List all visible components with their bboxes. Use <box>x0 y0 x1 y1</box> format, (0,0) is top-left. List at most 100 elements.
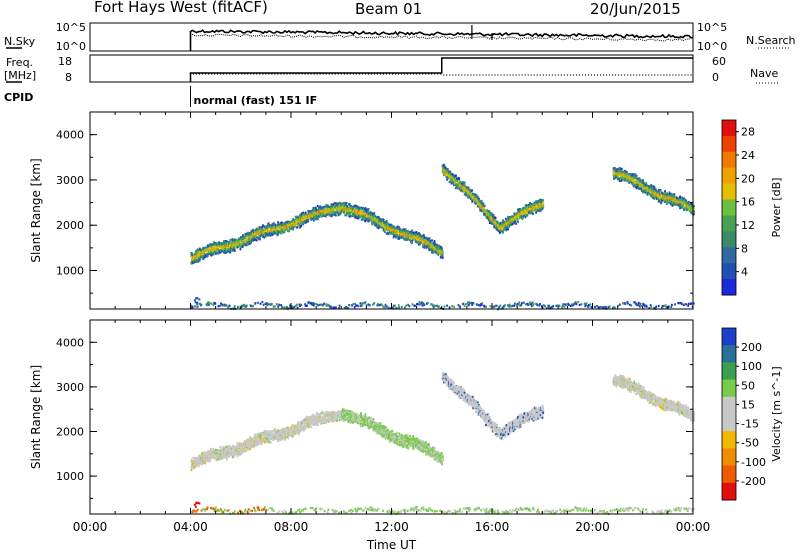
range-cell <box>382 305 384 308</box>
colorbar-swatch <box>722 199 736 216</box>
range-cell <box>632 182 634 185</box>
range-cell <box>367 210 369 213</box>
range-cell <box>199 460 202 463</box>
nsky-trace <box>189 29 694 51</box>
range-cell <box>400 305 403 309</box>
range-cell <box>351 205 354 209</box>
range-cell <box>448 173 451 176</box>
range-cell <box>217 246 220 249</box>
range-cell <box>437 253 440 256</box>
range-cell <box>622 170 625 173</box>
range-cell <box>636 177 639 180</box>
range-cell <box>254 302 257 305</box>
range-cell <box>441 255 444 258</box>
range-cell <box>305 220 308 223</box>
range-cell <box>524 212 526 215</box>
range-cell <box>377 226 380 230</box>
range-cell <box>496 220 499 223</box>
range-cell <box>662 195 665 198</box>
range-cell <box>195 464 198 467</box>
range-cell <box>508 225 511 228</box>
range-cell <box>511 222 514 225</box>
range-cell <box>276 230 279 233</box>
range-cell <box>469 192 472 195</box>
range-cell <box>635 187 638 190</box>
range-cell <box>252 239 255 242</box>
range-cell <box>304 213 307 216</box>
range-cell <box>490 222 493 225</box>
range-cell <box>431 303 434 306</box>
range-cell <box>402 232 404 235</box>
range-cell <box>427 243 430 246</box>
range-cell <box>368 213 371 216</box>
range-cell <box>201 248 204 252</box>
range-cell <box>211 253 213 256</box>
range-cell <box>267 222 270 225</box>
range-cell <box>483 305 486 308</box>
range-cell <box>272 228 274 231</box>
range-cell <box>261 300 264 304</box>
range-cell <box>198 459 200 462</box>
range-cell <box>462 183 465 186</box>
range-cell <box>641 181 644 184</box>
range-cell <box>651 192 654 196</box>
nave-tick-high: 60 <box>712 55 726 68</box>
range-cell <box>511 215 514 218</box>
range-cell <box>404 233 406 236</box>
range-cell <box>216 451 219 454</box>
range-cell <box>485 216 488 219</box>
noise-panel <box>89 22 694 52</box>
range-cell <box>433 240 436 243</box>
range-cell <box>468 188 471 191</box>
range-cell <box>438 244 440 247</box>
range-cell <box>382 219 385 222</box>
range-cell <box>394 235 397 238</box>
range-cell <box>292 228 295 231</box>
range-cell <box>206 248 208 252</box>
range-cell <box>660 201 663 204</box>
range-cell <box>210 448 212 451</box>
range-cell <box>433 242 435 246</box>
range-cell <box>472 194 475 197</box>
range-cell <box>398 306 401 309</box>
range-cell <box>541 207 544 210</box>
range-cell <box>247 231 249 234</box>
range-cell <box>495 304 498 307</box>
range-cell <box>396 225 399 228</box>
range-cell <box>229 251 232 254</box>
range-cell <box>296 303 298 306</box>
range-cell <box>686 205 688 208</box>
range-cell <box>298 223 301 226</box>
range-cell <box>526 211 529 214</box>
range-cell <box>213 249 215 252</box>
range-cell <box>274 305 276 308</box>
range-cell <box>469 302 472 305</box>
range-cell <box>404 228 407 231</box>
freq-panel <box>89 54 694 83</box>
range-cell <box>679 302 681 305</box>
range-cell <box>471 303 474 306</box>
range-cell <box>202 255 205 258</box>
range-cell <box>467 186 470 189</box>
colorbar-swatch <box>722 120 736 137</box>
range-cell <box>254 238 257 241</box>
range-cell <box>333 306 335 309</box>
colorbar-swatch <box>722 215 736 232</box>
range-cell <box>532 212 534 216</box>
range-cell <box>233 305 236 308</box>
range-cell <box>673 193 676 196</box>
range-cell <box>568 303 570 306</box>
range-cell <box>314 206 317 209</box>
range-cell <box>196 254 199 257</box>
range-cell <box>209 459 212 462</box>
range-cell <box>646 193 649 196</box>
range-cell <box>448 180 451 183</box>
range-cell <box>203 246 206 250</box>
range-cell <box>248 232 251 235</box>
range-cell <box>335 211 337 214</box>
range-cell <box>338 307 340 310</box>
range-cell <box>500 228 503 231</box>
range-cell <box>358 208 361 211</box>
range-cell <box>671 193 674 196</box>
